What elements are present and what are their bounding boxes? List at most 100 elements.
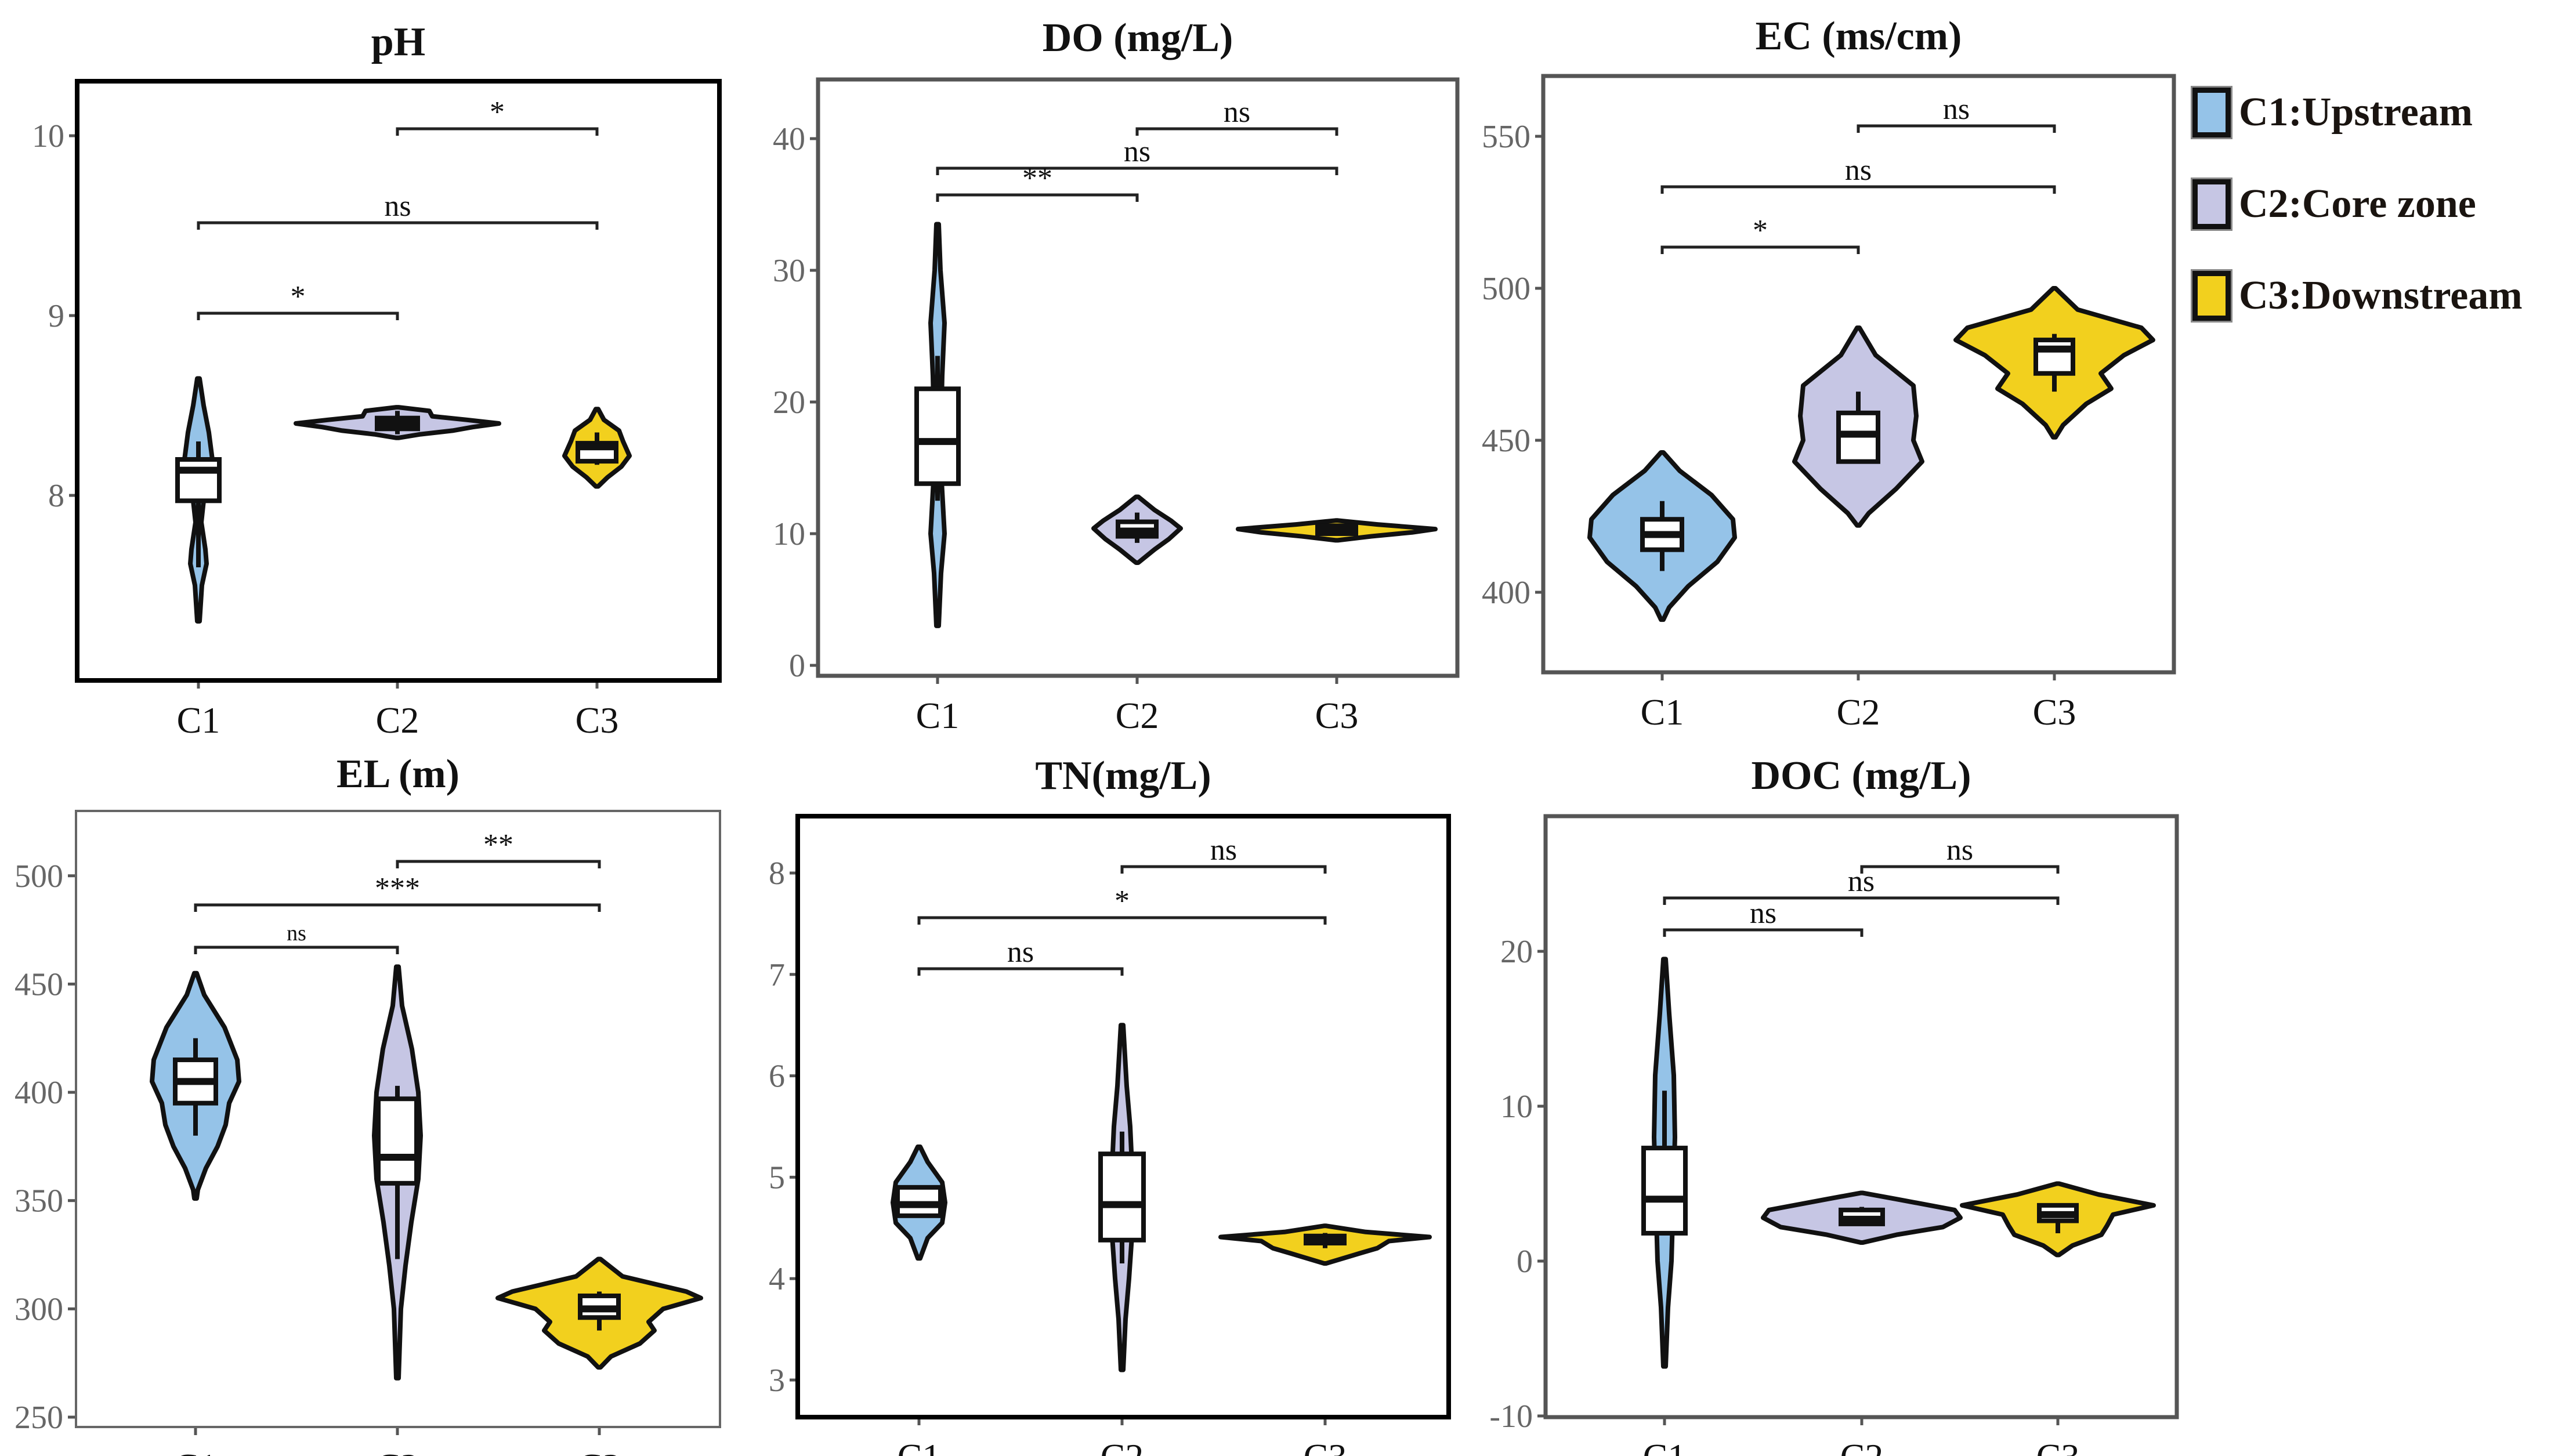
- box: [914, 386, 961, 486]
- panel-3: EL (m)250300350400450500C1C2C3*****ns: [15, 752, 721, 1456]
- legend-item-c3: C3:Downstream: [2191, 269, 2523, 323]
- legend-label-c3: C3:Downstream: [2239, 273, 2523, 318]
- y-tick-label: 500: [1482, 271, 1530, 307]
- significance-bracket: [1660, 185, 2056, 194]
- significance-label: ns: [384, 190, 411, 223]
- x-tick-label: C2: [1101, 1436, 1144, 1456]
- y-tick-label: 0: [1517, 1244, 1533, 1280]
- y-tick-label: 350: [15, 1183, 63, 1219]
- significance-label: ns: [1007, 936, 1034, 969]
- y-tick-label: 450: [15, 966, 63, 1002]
- x-tick-label: C3: [578, 1446, 621, 1456]
- significance-bracket: [917, 967, 1124, 976]
- box: [2033, 338, 2075, 376]
- y-tick-label: 6: [769, 1059, 785, 1095]
- significance-label: *: [490, 96, 505, 129]
- violin-C2: [1091, 494, 1183, 565]
- violin-C3: [1218, 1223, 1432, 1266]
- y-tick-label: 20: [1500, 934, 1533, 970]
- significance-bracket: [197, 312, 399, 320]
- violin-C1: [914, 222, 961, 628]
- legend-item-c1: C1:Upstream: [2191, 86, 2523, 139]
- legend-swatch-c1: [2191, 86, 2232, 139]
- significance-label: ns: [1210, 834, 1237, 867]
- panel-1: DO (mg/L) 0 10 20 30 40 C1 C2 C3 ns ns **: [773, 16, 1460, 736]
- violin-C1: [891, 1144, 947, 1261]
- x-tick-label: C1: [898, 1436, 941, 1456]
- y-tick-label: 250: [15, 1400, 63, 1436]
- panel-title: pH: [371, 20, 425, 64]
- panel-title: EC (ms/cm): [1756, 14, 1962, 59]
- y-tick-label: 9: [48, 298, 64, 334]
- significance-bracket: [1663, 896, 2060, 905]
- significance-label: ns: [1946, 834, 1973, 867]
- panel-4: TN(mg/L) 3 4 5 6 7 8 C1 C2 C3 ns * ns: [769, 754, 1451, 1456]
- panel-5: DOC (mg/L) -10 0 10 20 C1 C2 C3 ns ns ns: [1489, 754, 2179, 1456]
- x-tick-label: C2: [1840, 1436, 1884, 1456]
- y-tick-label: 5: [769, 1160, 785, 1196]
- significance-bracket: [1860, 865, 2060, 874]
- violin-C3: [1953, 286, 2155, 440]
- x-tick-label: C3: [2036, 1436, 2080, 1456]
- significance-label: ns: [1124, 135, 1150, 168]
- significance-label: ns: [1848, 865, 1875, 898]
- box: [1098, 1151, 1146, 1243]
- significance-label: **: [1022, 162, 1052, 195]
- legend: C1:Upstream C2:Core zone C3:Downstream: [2191, 86, 2523, 365]
- x-tick-label: C1: [1641, 691, 1684, 733]
- significance-bracket: [936, 193, 1139, 202]
- panel-title: DOC (mg/L): [1751, 754, 1971, 798]
- y-tick-label: 400: [15, 1075, 63, 1111]
- y-tick-label: 10: [773, 516, 805, 552]
- y-tick-label: 450: [1482, 423, 1530, 459]
- violin-C2: [294, 405, 501, 440]
- x-tick-label: C3: [1315, 695, 1359, 736]
- x-tick-label: C2: [376, 700, 419, 741]
- significance-bracket: [1660, 245, 1860, 254]
- x-tick-label: C3: [576, 700, 619, 741]
- y-tick-label: 500: [15, 859, 63, 894]
- significance-label: *: [1753, 214, 1768, 247]
- box: [1641, 1146, 1688, 1236]
- panel-frame: [795, 814, 1451, 1419]
- y-tick-label: 10: [32, 118, 64, 154]
- violin-C3: [562, 407, 632, 489]
- significance-bracket: [1857, 124, 2056, 133]
- panel-frame: [816, 77, 1460, 678]
- panel-frame: [75, 810, 721, 1428]
- y-tick-label: 400: [1482, 575, 1530, 611]
- x-tick-label: C1: [1643, 1436, 1687, 1456]
- panel-frame: [1543, 814, 2179, 1419]
- significance-bracket: [917, 916, 1327, 925]
- legend-swatch-c2: [2191, 178, 2232, 231]
- y-tick-label: 0: [789, 648, 805, 684]
- panel-frame: [1541, 74, 2176, 675]
- panel-title: EL (m): [336, 752, 459, 796]
- significance-label: ns: [1750, 897, 1776, 930]
- violin-C3: [1236, 518, 1438, 543]
- violin-C3: [495, 1256, 703, 1370]
- y-tick-label: 8: [48, 478, 64, 514]
- y-tick-label: 20: [773, 385, 805, 421]
- significance-bracket: [194, 903, 601, 912]
- legend-label-c1: C1:Upstream: [2239, 90, 2473, 135]
- significance-bracket: [194, 946, 399, 954]
- box: [175, 457, 222, 504]
- x-tick-label: C2: [376, 1446, 419, 1456]
- y-tick-label: 8: [769, 856, 785, 892]
- y-tick-label: 40: [773, 121, 805, 157]
- significance-label: ns: [1224, 96, 1250, 129]
- significance-bracket: [1135, 127, 1338, 136]
- x-tick-label: C1: [177, 700, 220, 741]
- violin-C3: [1960, 1181, 2156, 1258]
- panel-title: DO (mg/L): [1043, 16, 1233, 60]
- y-tick-label: 3: [769, 1363, 785, 1399]
- box: [376, 1096, 419, 1186]
- x-tick-label: C1: [174, 1446, 218, 1456]
- x-tick-label: C3: [2033, 691, 2076, 733]
- legend-swatch-c3: [2191, 269, 2232, 323]
- significance-label: ***: [375, 872, 420, 905]
- y-tick-label: 550: [1482, 119, 1530, 155]
- significance-label: ns: [1943, 93, 1970, 126]
